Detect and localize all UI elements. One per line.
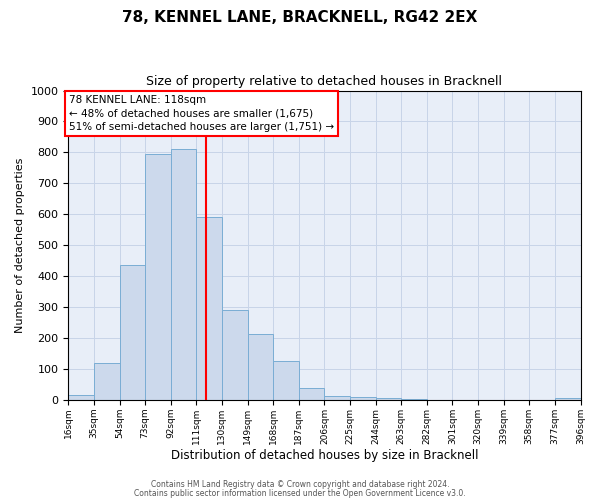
X-axis label: Distribution of detached houses by size in Bracknell: Distribution of detached houses by size … <box>170 450 478 462</box>
Bar <box>248 334 273 400</box>
Y-axis label: Number of detached properties: Number of detached properties <box>15 158 25 333</box>
Text: Contains public sector information licensed under the Open Government Licence v3: Contains public sector information licen… <box>134 488 466 498</box>
Bar <box>273 362 299 400</box>
Bar <box>350 397 376 400</box>
Bar <box>196 218 222 400</box>
Bar <box>94 363 119 400</box>
Bar <box>171 150 196 400</box>
Text: 78 KENNEL LANE: 118sqm
← 48% of detached houses are smaller (1,675)
51% of semi-: 78 KENNEL LANE: 118sqm ← 48% of detached… <box>69 95 334 132</box>
Bar <box>68 396 94 400</box>
Text: Contains HM Land Registry data © Crown copyright and database right 2024.: Contains HM Land Registry data © Crown c… <box>151 480 449 489</box>
Bar <box>145 154 171 400</box>
Bar <box>376 398 401 400</box>
Bar <box>119 266 145 400</box>
Title: Size of property relative to detached houses in Bracknell: Size of property relative to detached ho… <box>146 75 502 88</box>
Bar <box>401 399 427 400</box>
Bar <box>299 388 325 400</box>
Bar <box>222 310 248 400</box>
Bar <box>555 398 581 400</box>
Bar <box>325 396 350 400</box>
Text: 78, KENNEL LANE, BRACKNELL, RG42 2EX: 78, KENNEL LANE, BRACKNELL, RG42 2EX <box>122 10 478 25</box>
